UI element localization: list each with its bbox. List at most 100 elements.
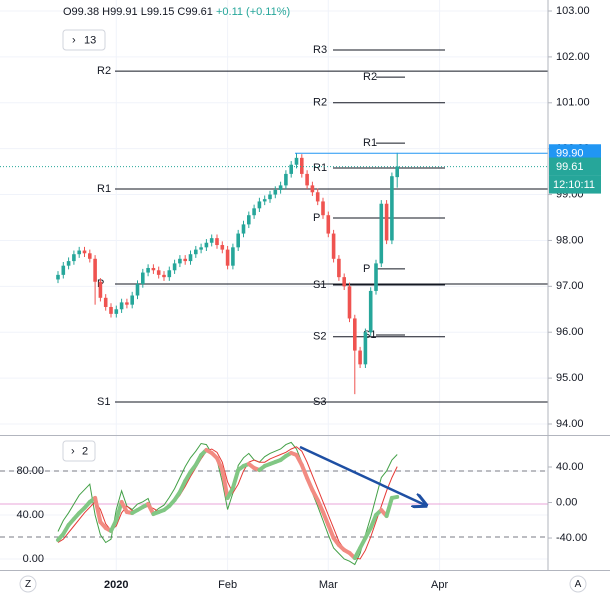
auto-control[interactable]: A bbox=[569, 575, 587, 593]
candle-body bbox=[88, 253, 92, 259]
control-circle[interactable] bbox=[569, 575, 587, 593]
candle-body bbox=[390, 176, 394, 241]
candle-body bbox=[231, 247, 235, 266]
y-tick-label: 0.00 bbox=[23, 553, 44, 565]
oscillator-thick-segment bbox=[93, 495, 103, 525]
ohlc-change: +0.11 (+0.11%) bbox=[216, 6, 290, 18]
candle-body bbox=[172, 263, 177, 271]
oscillator-thick-segment bbox=[326, 523, 336, 540]
candle-body bbox=[395, 166, 399, 178]
candle-body bbox=[326, 215, 331, 234]
candle-body bbox=[384, 203, 389, 241]
y-tick-label: 98.00 bbox=[556, 234, 584, 246]
oscillator-button[interactable]: › 2 bbox=[62, 440, 96, 462]
candle-body bbox=[347, 286, 352, 319]
candle-body bbox=[220, 245, 225, 250]
candle-body bbox=[109, 306, 113, 314]
candle-body bbox=[379, 203, 384, 264]
candle-body bbox=[215, 238, 219, 246]
x-tick-label: 2020 bbox=[104, 579, 128, 591]
oscillator-thick-segment bbox=[315, 498, 325, 515]
pivot-label: P bbox=[363, 263, 370, 275]
price-label-box bbox=[549, 157, 601, 176]
oscillator-thick-segment bbox=[109, 517, 119, 533]
candle-body bbox=[337, 258, 341, 278]
candle-body bbox=[273, 189, 278, 195]
candle-body bbox=[93, 258, 97, 282]
candle-body bbox=[114, 309, 119, 314]
ohlc-high: H99.91 bbox=[102, 6, 137, 18]
button-frame[interactable] bbox=[62, 29, 106, 51]
candle-body bbox=[141, 272, 145, 285]
candle-body bbox=[125, 302, 129, 305]
oscillator-thick-segment bbox=[299, 462, 310, 481]
oscillator-thick-segment bbox=[177, 479, 188, 495]
ohlc-legend: O99.38 H99.91 L99.15 C99.61 +0.11 (+0.11… bbox=[63, 6, 290, 18]
candle-body bbox=[119, 302, 124, 310]
y-tick-label: 97.00 bbox=[556, 280, 584, 292]
ohlc-open: O99.38 bbox=[63, 6, 99, 18]
pivot-label: R3 bbox=[313, 44, 327, 56]
control-label[interactable]: A bbox=[575, 579, 582, 590]
candle-body bbox=[56, 274, 60, 280]
candle-body bbox=[368, 290, 373, 333]
candle-body bbox=[194, 249, 198, 255]
button-frame[interactable] bbox=[62, 440, 96, 462]
zoom-control[interactable]: Z bbox=[19, 575, 37, 593]
countdown-box bbox=[549, 175, 601, 194]
candle-body bbox=[204, 242, 209, 248]
oscillator-thick-segment bbox=[321, 510, 331, 528]
y2-tick-label: 0.00 bbox=[556, 496, 577, 508]
candle-body bbox=[135, 284, 140, 296]
ohlc-close: C99.61 bbox=[177, 6, 212, 18]
indicator-button[interactable]: › 13 bbox=[62, 29, 106, 51]
price-label: 99.90 bbox=[556, 148, 584, 160]
x-tick-label: Apr bbox=[431, 579, 448, 591]
candle-body bbox=[188, 254, 193, 262]
candle-body bbox=[146, 267, 150, 273]
control-label[interactable]: Z bbox=[25, 579, 31, 590]
pivot-label: S3 bbox=[313, 396, 326, 408]
y-tick-label: 103.00 bbox=[556, 5, 590, 17]
ohlc-low: L99.15 bbox=[141, 6, 175, 18]
button-chevron[interactable]: › bbox=[71, 445, 75, 457]
y-tick-label: 101.00 bbox=[556, 97, 590, 109]
candle-body bbox=[162, 274, 166, 278]
candle-body bbox=[236, 233, 240, 248]
header-legend: O99.38 H99.91 L99.15 C99.61 +0.11 (+0.11… bbox=[63, 6, 290, 18]
oscillator-thick-segment bbox=[114, 500, 124, 522]
candle-body bbox=[294, 157, 299, 165]
candle-body bbox=[66, 261, 71, 266]
candle-body bbox=[300, 157, 304, 174]
plot-layer: 94.0095.0096.0097.0098.0099.00100.00101.… bbox=[0, 5, 601, 591]
candle-body bbox=[225, 249, 230, 266]
candle-body bbox=[310, 185, 315, 193]
pivot-label: S2 bbox=[313, 331, 326, 343]
candle-body bbox=[353, 318, 357, 351]
oscillator-thick-segment bbox=[220, 468, 230, 500]
candle-body bbox=[363, 332, 368, 365]
candle-body bbox=[358, 350, 362, 365]
control-circle[interactable] bbox=[19, 575, 37, 593]
pivot-label: R2 bbox=[97, 65, 111, 77]
candle-body bbox=[209, 238, 214, 243]
y2-tick-label: 40.00 bbox=[556, 461, 584, 473]
button-chevron[interactable]: › bbox=[72, 34, 76, 46]
y-tick-label: 40.00 bbox=[16, 509, 44, 521]
candle-body bbox=[72, 254, 76, 262]
candle-body bbox=[331, 233, 336, 259]
candle-body bbox=[61, 265, 66, 275]
pivot-label: S1 bbox=[97, 396, 110, 408]
pivot-label: R2 bbox=[313, 97, 327, 109]
candle-body bbox=[278, 185, 283, 190]
oscillator-thick-segment bbox=[230, 468, 241, 491]
y-tick-label: 94.00 bbox=[556, 418, 584, 430]
candle-body bbox=[284, 173, 288, 186]
candle-body bbox=[252, 208, 256, 216]
x-tick-label: Feb bbox=[218, 579, 237, 591]
button-count[interactable]: 13 bbox=[84, 34, 96, 46]
candle-body bbox=[156, 270, 161, 275]
button-count[interactable]: 2 bbox=[82, 445, 88, 457]
